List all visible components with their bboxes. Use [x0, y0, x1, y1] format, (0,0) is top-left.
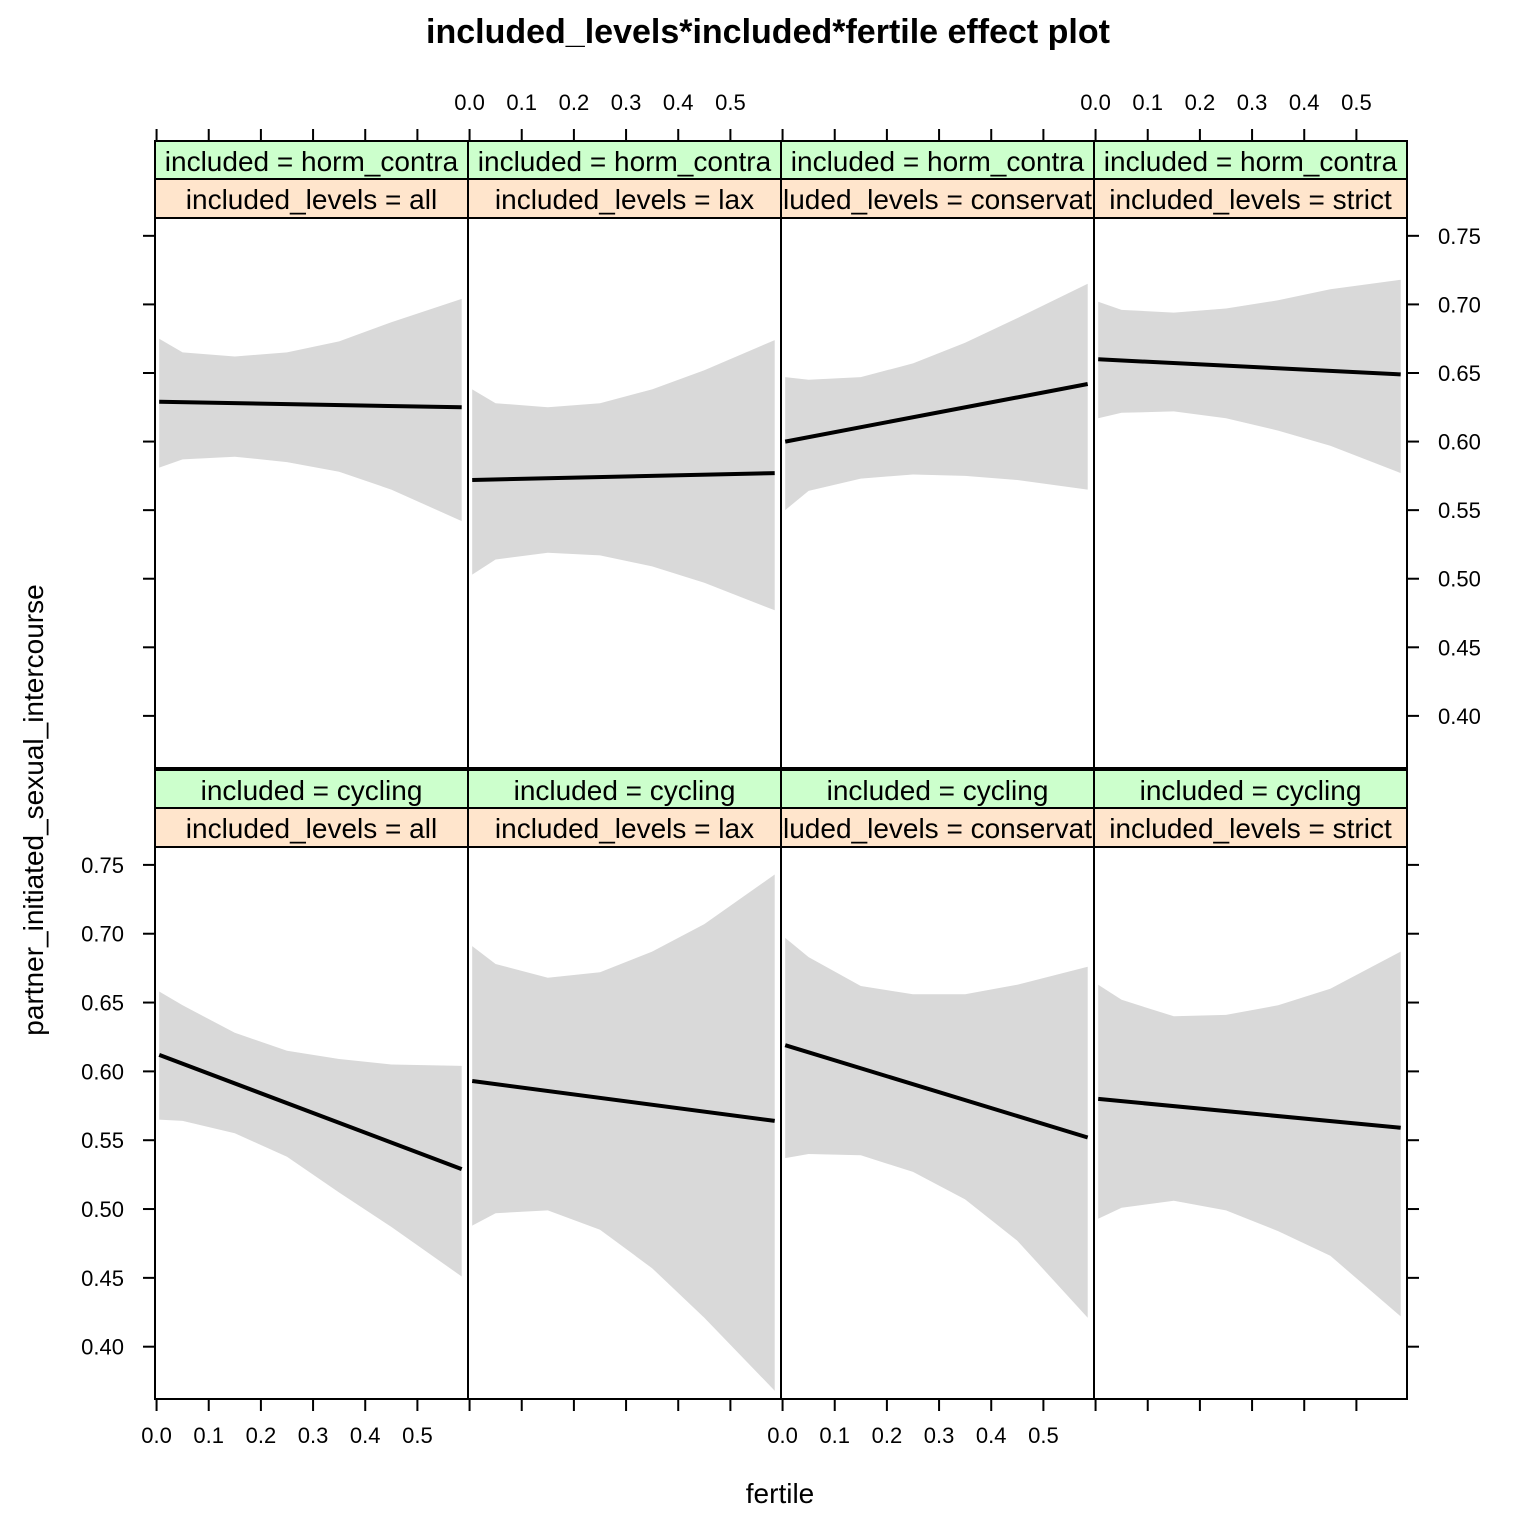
x-tick-label: 0.2: [246, 1423, 277, 1448]
strip-included-label: included = horm_contra: [165, 146, 459, 177]
panel: included = horm_contra included_levels = …: [467, 140, 782, 769]
panel: included = cycling included_levels = all: [154, 769, 469, 1400]
panel: included = cycling included_levels = lax: [467, 769, 782, 1400]
strip-levels-label: included_levels = lax: [495, 813, 754, 844]
x-tick-label: 0.4: [350, 1423, 381, 1448]
strip-levels-bg: [1093, 178, 1408, 219]
y-tick-label: 0.55: [81, 1128, 124, 1153]
strip-included-bg: [467, 140, 782, 180]
fitted-line: [472, 471, 775, 482]
y-axis-label: partner_initiated_sexual_intercourse: [18, 584, 49, 1035]
y-tick-label: 0.65: [81, 991, 124, 1016]
confidence-band: [159, 991, 462, 1277]
panel: included = horm_contra included_levels = …: [154, 140, 469, 769]
strip-included-label: included = cycling: [827, 775, 1049, 806]
strip-included-label: included = cycling: [1140, 775, 1362, 806]
x-tick-label: 0.0: [141, 1423, 172, 1448]
y-tick-label: 0.60: [81, 1059, 124, 1084]
strip-levels-bg: [1093, 807, 1408, 848]
x-tick-label: 0.2: [559, 90, 590, 115]
y-tick-label: 0.50: [1438, 567, 1481, 592]
x-tick-label: 0.1: [506, 90, 537, 115]
strip-included-label: included = cycling: [514, 775, 736, 806]
strip-levels-bg: [780, 807, 1095, 848]
strip-included-bg: [780, 769, 1095, 809]
confidence-band: [785, 283, 1088, 511]
x-tick-label: 0.4: [663, 90, 694, 115]
y-tick-label: 0.40: [81, 1335, 124, 1360]
panel-border: [1093, 846, 1408, 1400]
strip-levels-label: included_levels = lax: [495, 184, 754, 215]
x-tick-label: 0.5: [1028, 1423, 1059, 1448]
confidence-band: [1098, 279, 1401, 474]
panel: included = horm_contra included_levels = …: [1093, 140, 1408, 769]
strip-levels-bg: [154, 807, 469, 848]
x-tick-label: 0.0: [454, 90, 485, 115]
x-tick-label: 0.5: [1341, 90, 1372, 115]
fitted-line: [159, 399, 462, 410]
x-tick-label: 0.3: [924, 1423, 955, 1448]
axes: 0.0 0.1 0.2 0.3 0.4 0.5 0.0 0.1 0.2 0.3 0.4 0.5 0.0 0…: [81, 90, 1481, 1448]
fitted-line: [158, 1053, 463, 1171]
y-tick-label: 0.45: [1438, 635, 1481, 660]
confidence-band: [1098, 951, 1401, 1317]
strip-levels-label: included_levels = strict: [1109, 184, 1392, 215]
panel-grid: included = horm_contra included_levels = …: [81, 90, 1481, 1448]
confidence-band: [785, 937, 1088, 1318]
y-tick-label: 0.75: [1438, 224, 1481, 249]
strip-levels-label: included_levels = conservative: [747, 184, 1128, 215]
fitted-line: [1098, 1096, 1401, 1130]
y-tick-label: 0.60: [1438, 430, 1481, 455]
strip-included-label: included = horm_contra: [791, 146, 1085, 177]
y-tick-label: 0.65: [1438, 361, 1481, 386]
y-tick-label: 0.55: [1438, 498, 1481, 523]
confidence-band: [159, 298, 462, 522]
panel: included = horm_contra included_levels = …: [747, 140, 1128, 769]
panel: included = cycling included_levels = cons…: [747, 769, 1128, 1400]
x-tick-label: 0.1: [193, 1423, 224, 1448]
x-tick-label: 0.0: [767, 1423, 798, 1448]
strip-levels-label: included_levels = strict: [1109, 813, 1392, 844]
x-tick-label: 0.3: [1237, 90, 1268, 115]
strip-included-bg: [1093, 140, 1408, 180]
strip-included-label: included = horm_contra: [1104, 146, 1398, 177]
panel-border: [1093, 217, 1408, 769]
fitted-line: [471, 1079, 775, 1123]
strip-levels-label: included_levels = all: [186, 184, 437, 215]
chart-title: included_levels*included*fertile effect …: [426, 13, 1110, 51]
x-tick-label: 0.3: [611, 90, 642, 115]
x-tick-label: 0.0: [1080, 90, 1111, 115]
fitted-line: [1098, 357, 1401, 377]
x-tick-label: 0.5: [715, 90, 746, 115]
x-tick-label: 0.2: [1185, 90, 1216, 115]
strip-levels-bg: [154, 178, 469, 219]
y-tick-label: 0.70: [81, 922, 124, 947]
strip-included-label: included = horm_contra: [478, 146, 772, 177]
y-tick-label: 0.45: [81, 1266, 124, 1291]
confidence-band: [472, 874, 775, 1391]
y-tick-label: 0.70: [1438, 292, 1481, 317]
x-tick-label: 0.4: [1289, 90, 1320, 115]
x-tick-label: 0.5: [402, 1423, 433, 1448]
fitted-line: [784, 1043, 1089, 1140]
strip-included-bg: [1093, 769, 1408, 809]
strip-levels-label: included_levels = all: [186, 813, 437, 844]
x-axis-label: fertile: [746, 1478, 814, 1509]
panel: included = cycling included_levels = stri…: [1093, 769, 1408, 1400]
x-tick-label: 0.1: [819, 1423, 850, 1448]
strip-included-bg: [467, 769, 782, 809]
x-tick-label: 0.2: [872, 1423, 903, 1448]
y-tick-label: 0.75: [81, 853, 124, 878]
fitted-line: [784, 382, 1089, 444]
x-tick-label: 0.4: [976, 1423, 1007, 1448]
panel-border: [780, 217, 1095, 769]
y-tick-label: 0.50: [81, 1197, 124, 1222]
strip-levels-label: included_levels = conservative: [747, 813, 1128, 844]
x-tick-label: 0.1: [1132, 90, 1163, 115]
x-tick-label: 0.3: [298, 1423, 329, 1448]
y-tick-label: 0.40: [1438, 704, 1481, 729]
strip-included-bg: [154, 769, 469, 809]
strip-included-label: included = cycling: [201, 775, 423, 806]
